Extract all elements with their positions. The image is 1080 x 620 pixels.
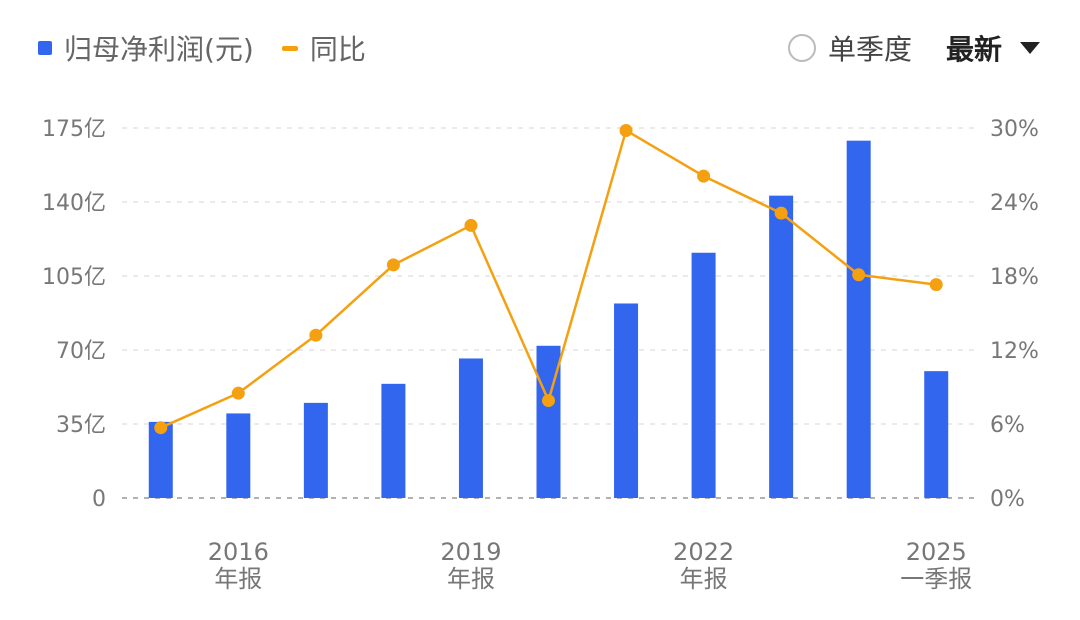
bar-net-profit	[303, 402, 328, 498]
x-tick-label: 年报	[680, 565, 728, 593]
chart-controls: 单季度 最新	[787, 28, 1040, 68]
y-left-tick-label: 70亿	[56, 339, 106, 364]
bar-net-profit	[148, 421, 173, 498]
x-tick-label: 一季报	[900, 565, 972, 593]
yoy-point	[154, 421, 168, 435]
bar-net-profit	[924, 371, 949, 498]
yoy-point	[619, 123, 633, 137]
y-right-tick-label: 30%	[990, 117, 1039, 142]
quarter-radio[interactable]	[787, 34, 816, 62]
legend-yoy-label: 同比	[309, 33, 366, 66]
yoy-point	[697, 169, 711, 183]
bar-swatch	[38, 41, 52, 55]
x-tick-label: 2022	[673, 538, 734, 566]
yoy-point	[852, 268, 866, 282]
quarter-label[interactable]: 单季度	[827, 33, 912, 66]
yoy-point	[231, 386, 245, 400]
legend-item-yoy[interactable]: 同比	[281, 28, 366, 68]
bar-net-profit	[769, 195, 794, 498]
bar-net-profit	[381, 383, 406, 498]
line-swatch	[281, 45, 298, 51]
y-left-tick-label: 35亿	[56, 413, 106, 438]
y-right-tick-label: 18%	[990, 265, 1039, 290]
chevron-down-icon[interactable]	[1020, 42, 1040, 54]
legend-net-profit-label: 归母净利润(元)	[64, 33, 254, 66]
yoy-point	[386, 258, 400, 272]
y-right-tick-label: 12%	[990, 339, 1039, 364]
x-tick-label: 年报	[214, 565, 262, 593]
y-left-tick-label: 105亿	[42, 265, 106, 290]
bar-net-profit	[458, 358, 483, 498]
yoy-point	[929, 278, 943, 292]
bar-net-profit	[226, 413, 251, 498]
y-left-tick-label: 0	[92, 487, 106, 512]
x-tick-label: 年报	[447, 565, 495, 593]
yoy-point	[464, 218, 478, 232]
bar-net-profit	[691, 252, 716, 498]
y-right-tick-label: 0%	[990, 487, 1025, 512]
legend-item-net-profit[interactable]: 归母净利润(元)	[38, 28, 254, 68]
bar-net-profit	[614, 303, 639, 498]
x-tick-label: 2025	[906, 538, 967, 566]
yoy-point	[309, 328, 323, 342]
x-tick-label: 2016	[208, 538, 269, 566]
y-right-tick-label: 6%	[990, 413, 1025, 438]
y-left-tick-label: 175亿	[42, 117, 106, 142]
bar-net-profit	[846, 140, 871, 498]
period-dropdown-label[interactable]: 最新	[945, 33, 1002, 66]
y-right-tick-label: 24%	[990, 191, 1039, 216]
yoy-point	[542, 394, 555, 408]
legend: 归母净利润(元) 同比	[38, 28, 366, 68]
y-left-tick-label: 140亿	[42, 191, 106, 216]
yoy-point	[774, 206, 788, 220]
x-tick-label: 2019	[440, 538, 501, 566]
